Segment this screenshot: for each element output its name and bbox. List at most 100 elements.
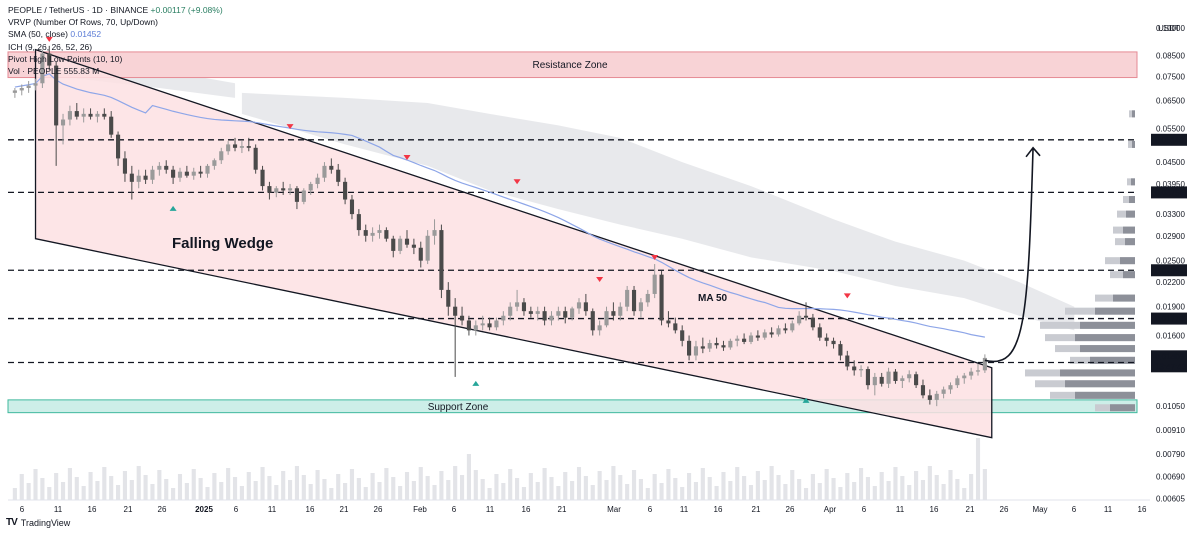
candle-body xyxy=(893,371,898,381)
indicator-volume[interactable]: Vol · PEOPLE 555.83 M xyxy=(8,65,223,77)
time-tick-label: 6 xyxy=(862,505,867,514)
candle-body xyxy=(735,338,740,341)
candle-body xyxy=(116,134,121,159)
candle-body xyxy=(652,274,657,294)
candle-body xyxy=(418,247,423,261)
volume-bar xyxy=(728,481,733,500)
candle-body xyxy=(425,235,430,261)
volume-bar xyxy=(570,481,575,500)
volume-bar xyxy=(164,479,169,500)
time-tick-label: 16 xyxy=(1138,505,1147,514)
candle-body xyxy=(157,165,162,170)
candle-body xyxy=(54,65,59,126)
candle-body xyxy=(597,325,602,331)
volume-bar xyxy=(336,474,341,500)
volume-bar xyxy=(955,479,960,500)
volume-bar xyxy=(116,485,121,500)
branding[interactable]: TV TradingView xyxy=(6,517,70,528)
volume-profile-bar xyxy=(1110,404,1135,412)
level-badge-label: 0.02361 xyxy=(1155,266,1184,275)
candle-body xyxy=(226,144,231,152)
indicator-ichimoku[interactable]: ICH (9, 26, 26, 52, 26) xyxy=(8,41,93,52)
candle-body xyxy=(604,311,609,326)
indicator-pivots[interactable]: Pivot High Low Points (10, 10) xyxy=(8,53,123,64)
candle-body xyxy=(528,311,533,314)
candle-body xyxy=(631,289,637,312)
volume-bar xyxy=(191,469,196,500)
volume-profile-bar xyxy=(1126,210,1135,218)
candle-body xyxy=(914,374,919,386)
volume-bar xyxy=(473,470,478,500)
volume-profile-bar xyxy=(1075,391,1135,399)
volume-profile-bar xyxy=(1080,345,1135,353)
candle-body xyxy=(556,311,561,316)
volume-bar xyxy=(466,454,471,500)
candle-body xyxy=(948,385,953,390)
candle-body xyxy=(439,230,444,290)
time-tick-label: Mar xyxy=(607,505,621,514)
resistance-zone-label: Resistance Zone xyxy=(532,60,607,71)
candle-body xyxy=(301,190,306,202)
volume-bar xyxy=(969,474,974,500)
candle-body xyxy=(907,374,912,379)
time-tick-label: 11 xyxy=(268,505,277,514)
candle-body xyxy=(466,320,471,331)
volume-bar xyxy=(680,487,685,500)
time-tick-label: 6 xyxy=(452,505,457,514)
time-tick-label: 21 xyxy=(558,505,567,514)
volume-bar xyxy=(47,487,52,500)
volume-bar xyxy=(556,486,561,500)
pivot-low-marker xyxy=(169,205,177,211)
time-tick-label: 16 xyxy=(522,505,531,514)
symbol-title[interactable]: PEOPLE / TetherUS · 1D · BINANCE xyxy=(8,5,149,15)
candle-body xyxy=(404,238,410,245)
candle-body xyxy=(508,306,513,316)
volume-profile-bar xyxy=(1123,226,1135,234)
volume-bar xyxy=(515,478,520,500)
price-tick-label: 0.05500 xyxy=(1156,124,1185,133)
volume-bar xyxy=(590,485,595,500)
volume-bar xyxy=(391,477,396,500)
candle-body xyxy=(790,323,795,331)
price-tick-label: 0.01600 xyxy=(1156,332,1185,341)
candle-body xyxy=(982,357,987,371)
indicator-sma[interactable]: SMA (50, close) 0.01452 xyxy=(8,28,223,40)
volume-bar xyxy=(40,478,45,500)
time-tick-label: 21 xyxy=(124,505,133,514)
volume-profile-bar xyxy=(1110,271,1135,279)
candle-body xyxy=(205,165,210,174)
volume-bar xyxy=(687,473,692,500)
indicator-vrvp[interactable]: VRVP (Number Of Rows, 70, Up/Down) xyxy=(8,17,158,28)
candle-body xyxy=(171,169,176,178)
volume-profile xyxy=(1025,110,1135,412)
volume-bar xyxy=(109,476,114,500)
candle-body xyxy=(638,302,643,312)
chart-legend: PEOPLE / TetherUS · 1D · BINANCE +0.0011… xyxy=(8,4,223,77)
volume-bar xyxy=(308,484,313,500)
candle-body xyxy=(81,113,86,117)
candle-body xyxy=(900,378,905,381)
candle-body xyxy=(260,169,265,187)
candle-body xyxy=(858,369,864,371)
level-badge xyxy=(1151,264,1187,277)
level-badge xyxy=(1151,186,1187,199)
volume-bar xyxy=(136,466,141,500)
volume-bar xyxy=(838,487,843,500)
price-tick-label: 0.08500 xyxy=(1156,51,1185,60)
volume-bar xyxy=(88,472,93,500)
candle-body xyxy=(143,175,148,180)
ma50-line xyxy=(14,73,985,338)
volume-bar xyxy=(432,485,437,500)
volume-bar xyxy=(769,466,774,500)
volume-bar xyxy=(26,483,31,500)
volume-profile-bar xyxy=(1060,369,1135,377)
time-tick-label: 16 xyxy=(306,505,315,514)
pivot-high-marker xyxy=(286,124,294,130)
volume-bar xyxy=(95,481,100,500)
volume-bar xyxy=(735,467,740,500)
volume-bar xyxy=(74,477,79,500)
candle-body xyxy=(480,323,485,326)
volume-bar xyxy=(246,472,251,500)
volume-bar xyxy=(480,479,485,500)
